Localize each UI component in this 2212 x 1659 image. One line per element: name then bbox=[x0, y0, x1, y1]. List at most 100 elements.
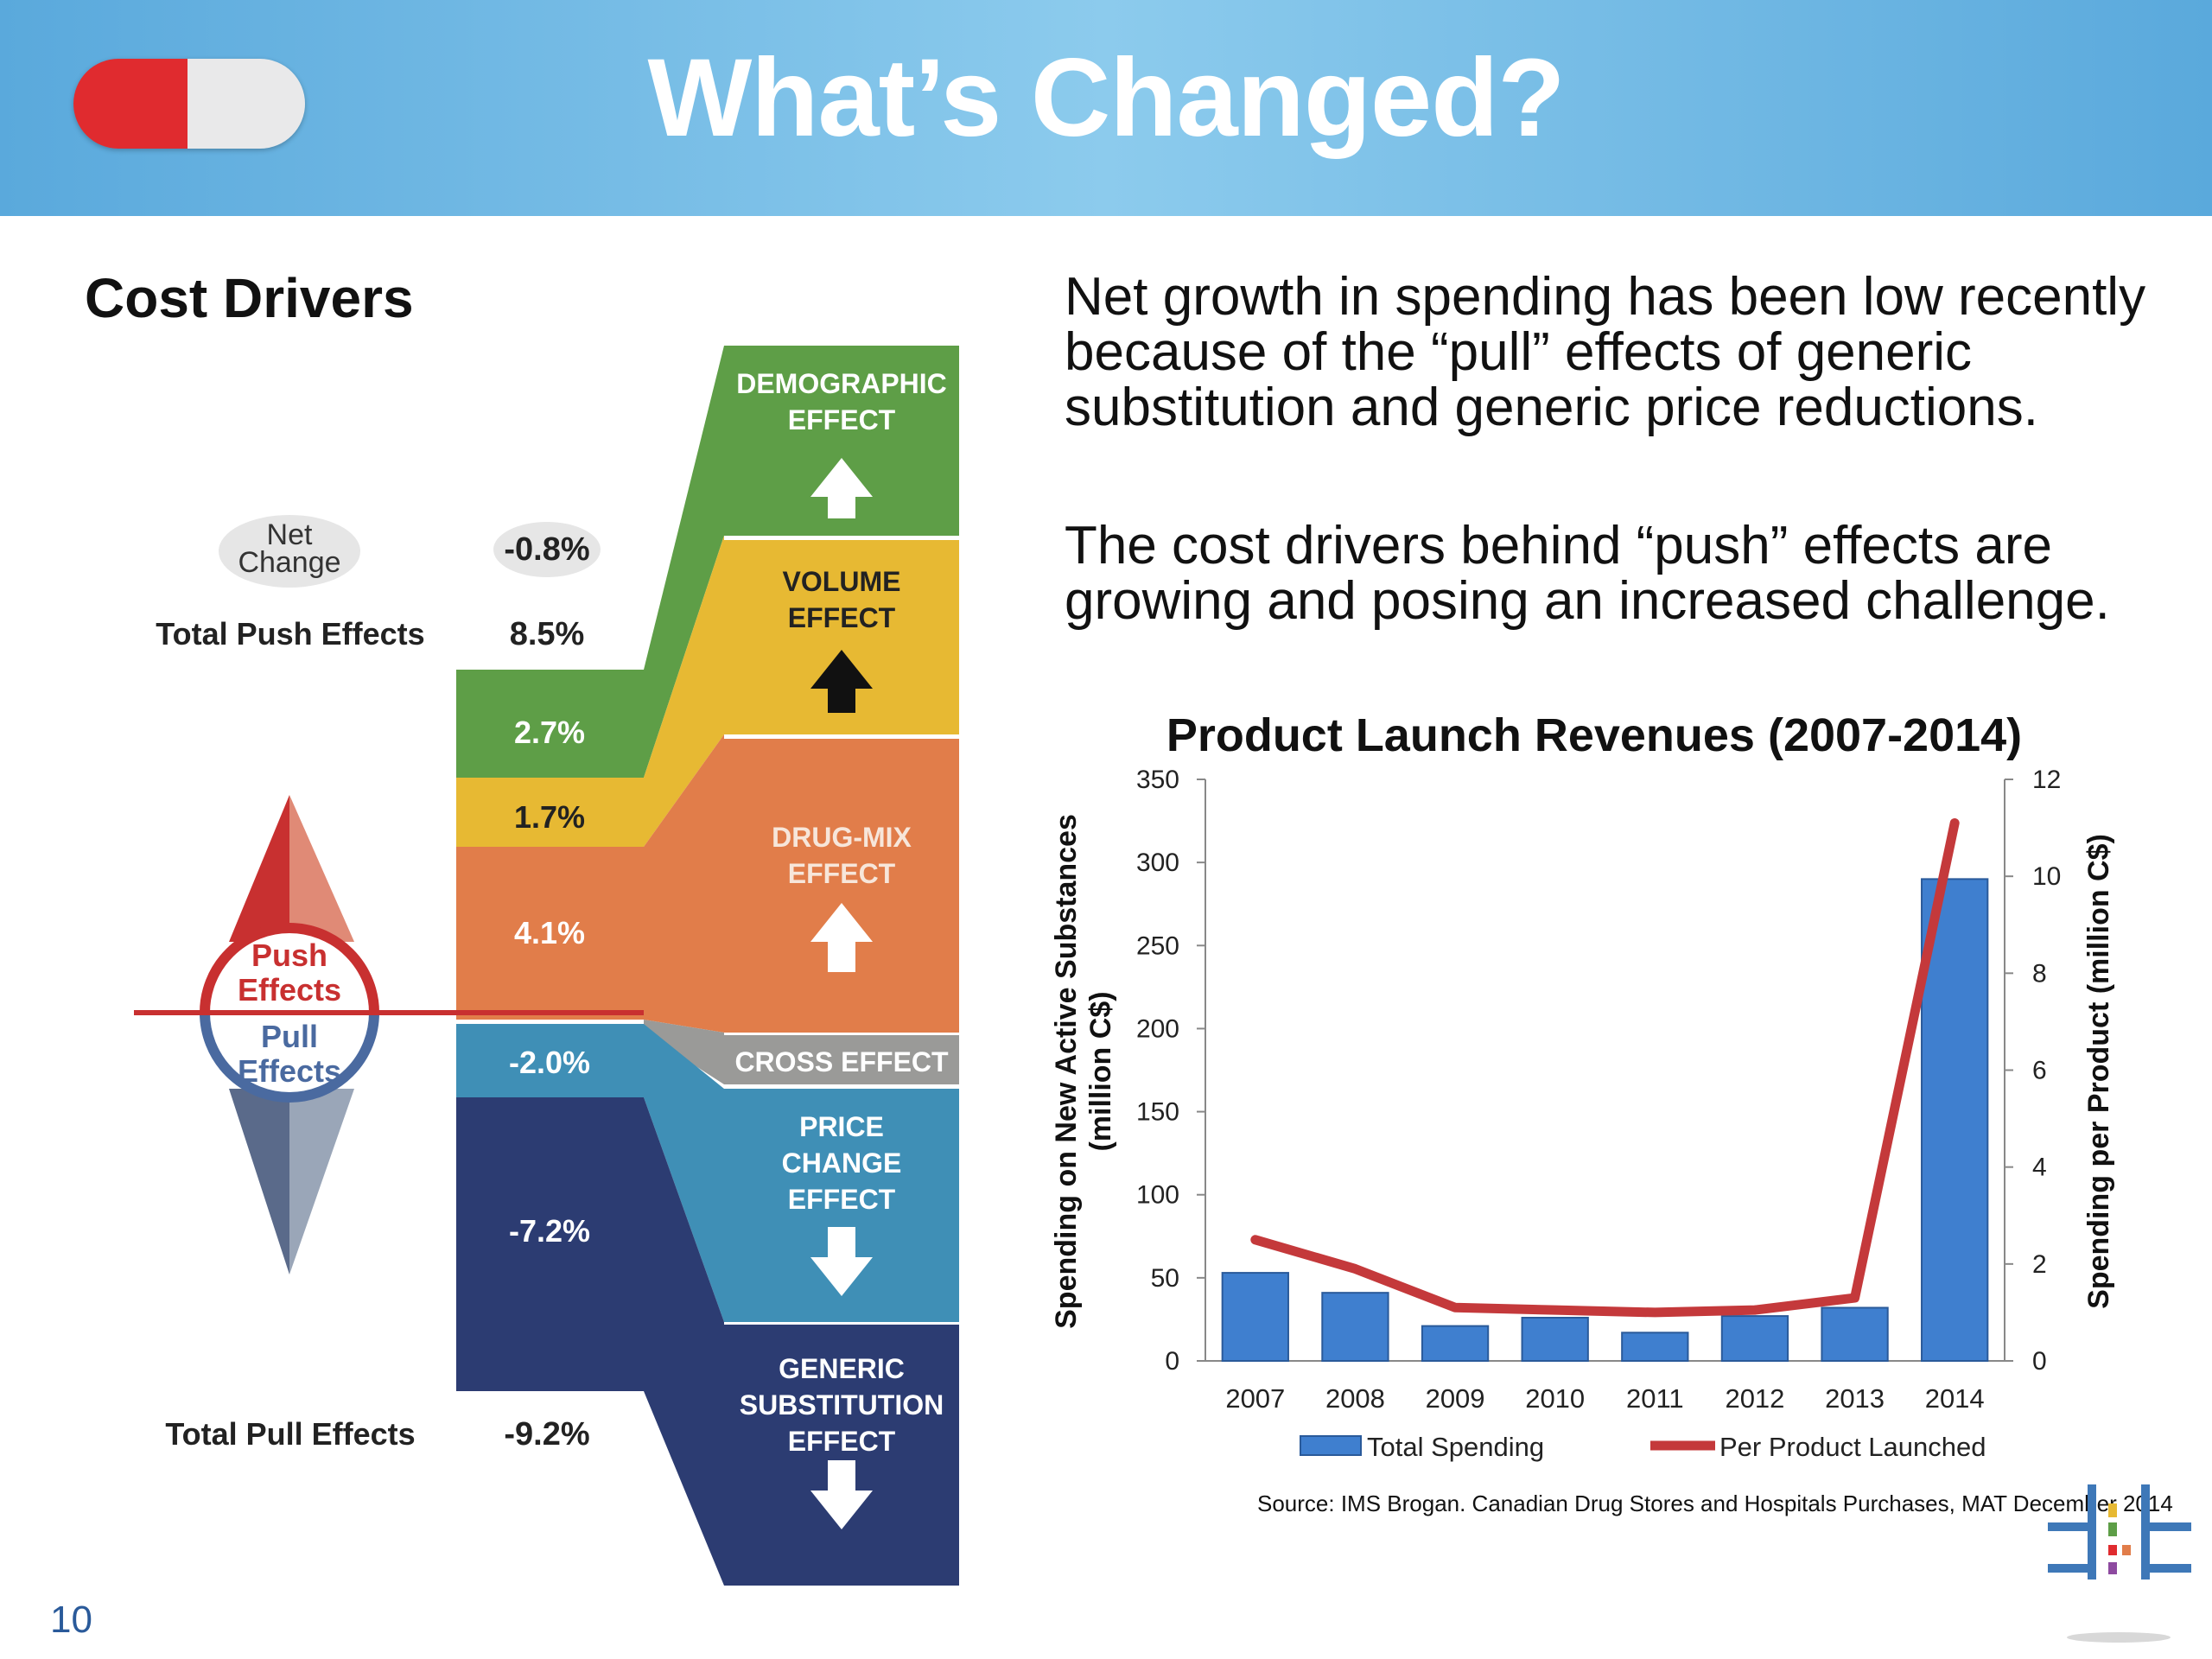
connector-volume bbox=[644, 536, 724, 847]
page-title: What’s Changed? bbox=[647, 36, 1565, 160]
paragraph-push-effects: The cost drivers behind “push” effects a… bbox=[1065, 516, 2110, 631]
segment-volume bbox=[456, 778, 644, 847]
down-arrow-icon bbox=[810, 1227, 873, 1296]
line-point bbox=[1654, 1311, 1656, 1313]
bar-total-spending bbox=[1421, 1325, 1490, 1362]
pull-diamond-right bbox=[289, 1089, 354, 1274]
y-tick-label: 0 bbox=[1165, 1347, 1179, 1376]
down-arrow-icon bbox=[810, 1460, 873, 1529]
chart-title: Product Launch Revenues (2007-2014) bbox=[1166, 709, 2023, 761]
line-point bbox=[1254, 1238, 1256, 1241]
source-note: Source: IMS Brogan. Canadian Drug Stores… bbox=[1257, 1491, 2173, 1516]
header-banner bbox=[0, 0, 2212, 216]
x-tick-label: 2012 bbox=[1725, 1383, 1784, 1414]
up-arrow-icon bbox=[810, 650, 873, 713]
effect-label-demographic: DEMOGRAPHIC EFFECT bbox=[736, 368, 947, 435]
total-push-label: Total Push Effects bbox=[156, 616, 424, 652]
segment-value: -7.2% bbox=[509, 1213, 590, 1249]
y-tick-label: 350 bbox=[1136, 766, 1179, 794]
effect-generic bbox=[724, 1325, 959, 1586]
push-diamond-left bbox=[229, 795, 289, 942]
net-change-value: -0.8% bbox=[504, 531, 589, 568]
line-point bbox=[1853, 1297, 1856, 1300]
push-diamond-right bbox=[289, 795, 354, 942]
y2-tick-label: 6 bbox=[2032, 1057, 2047, 1085]
segment-value: 4.1% bbox=[514, 915, 585, 950]
bar-total-spending bbox=[1221, 1272, 1289, 1363]
page-number: 10 bbox=[50, 1599, 92, 1641]
y2-axis-title: Spending per Product (million C$) bbox=[2082, 834, 2115, 1309]
x-tick-label: 2010 bbox=[1525, 1383, 1585, 1414]
connector-generic bbox=[644, 1097, 724, 1586]
y2-tick-label: 4 bbox=[2032, 1154, 2047, 1182]
y-tick-label: 100 bbox=[1136, 1181, 1179, 1210]
connector-price bbox=[644, 1024, 724, 1322]
line-point bbox=[1354, 1268, 1357, 1270]
bar-total-spending bbox=[1720, 1315, 1789, 1363]
y2-tick-label: 0 bbox=[2032, 1347, 2047, 1376]
y-tick-label: 200 bbox=[1136, 1014, 1179, 1043]
segment-value: -2.0% bbox=[509, 1045, 590, 1080]
y-tick-label: 300 bbox=[1136, 849, 1179, 877]
line-point bbox=[1954, 822, 1956, 824]
pull-label: Pull Effects bbox=[238, 1019, 341, 1089]
effect-label-cross: CROSS EFFECT bbox=[734, 1046, 949, 1077]
x-tick-label: 2014 bbox=[1925, 1383, 1985, 1414]
connector-drugmix bbox=[644, 734, 724, 1033]
effect-label-price: PRICE CHANGE EFFECT bbox=[782, 1111, 902, 1215]
effect-label-generic: GENERIC SUBSTITUTION EFFECT bbox=[740, 1353, 944, 1457]
effect-drugmix bbox=[724, 739, 959, 1033]
y-tick-label: 150 bbox=[1136, 1098, 1179, 1127]
total-pull-value: -9.2% bbox=[504, 1416, 589, 1452]
line-per-product bbox=[1250, 817, 1960, 1318]
x-tick-label: 2007 bbox=[1225, 1383, 1285, 1414]
effect-label-volume: VOLUME EFFECT bbox=[783, 566, 901, 633]
x-tick-label: 2009 bbox=[1426, 1383, 1485, 1414]
total-push-value: 8.5% bbox=[510, 616, 585, 652]
bar-total-spending bbox=[1921, 878, 1989, 1362]
legend-total-spending: Total Spending bbox=[1367, 1432, 1544, 1462]
legend-total-spending-swatch bbox=[1300, 1435, 1362, 1456]
up-arrow-icon bbox=[810, 903, 873, 972]
segment-value: 1.7% bbox=[514, 799, 585, 835]
net-change-label: Net Change bbox=[238, 518, 340, 579]
line-point bbox=[1554, 1309, 1556, 1312]
y2-tick-label: 2 bbox=[2032, 1250, 2047, 1279]
pull-diamond-left bbox=[229, 1089, 289, 1274]
y2-tick-label: 10 bbox=[2032, 862, 2061, 891]
effect-cross bbox=[724, 1035, 959, 1084]
bar-total-spending bbox=[1521, 1317, 1589, 1363]
segment-demographic bbox=[456, 670, 644, 778]
x-tick-label: 2008 bbox=[1325, 1383, 1385, 1414]
bar-total-spending bbox=[1821, 1306, 1889, 1363]
connector-bands bbox=[644, 346, 724, 1586]
y-tick-label: 250 bbox=[1136, 931, 1179, 960]
y-axis-title: Spending on New Active Substances(millio… bbox=[1050, 814, 1117, 1329]
segment-generic bbox=[456, 1097, 644, 1391]
pill-logo-icon bbox=[73, 59, 305, 149]
line-point bbox=[1454, 1306, 1457, 1309]
y2-tick-label: 8 bbox=[2032, 959, 2047, 988]
push-label: Push Effects bbox=[238, 938, 341, 1007]
connector-demographic bbox=[644, 346, 724, 778]
bar-total-spending bbox=[1621, 1332, 1689, 1362]
line-point bbox=[1753, 1309, 1756, 1312]
y-tick-label: 50 bbox=[1151, 1264, 1179, 1293]
effect-label-drugmix: DRUG-MIX EFFECT bbox=[772, 822, 912, 889]
total-pull-label: Total Pull Effects bbox=[165, 1416, 415, 1452]
net-change-bubble bbox=[219, 515, 360, 588]
legend-per-product: Per Product Launched bbox=[1719, 1432, 1986, 1462]
x-tick-label: 2011 bbox=[1626, 1383, 1684, 1414]
segment-value: 2.7% bbox=[514, 715, 585, 750]
segment-drugmix bbox=[456, 847, 644, 1020]
up-arrow-icon bbox=[810, 458, 873, 518]
segment-price bbox=[456, 1024, 644, 1097]
x-tick-label: 2013 bbox=[1825, 1383, 1885, 1414]
paragraph-pull-effects: Net growth in spending has been low rece… bbox=[1065, 267, 2146, 437]
bar-total-spending bbox=[1321, 1292, 1389, 1362]
y2-tick-label: 12 bbox=[2032, 766, 2061, 794]
cost-drivers-title: Cost Drivers bbox=[85, 267, 414, 329]
